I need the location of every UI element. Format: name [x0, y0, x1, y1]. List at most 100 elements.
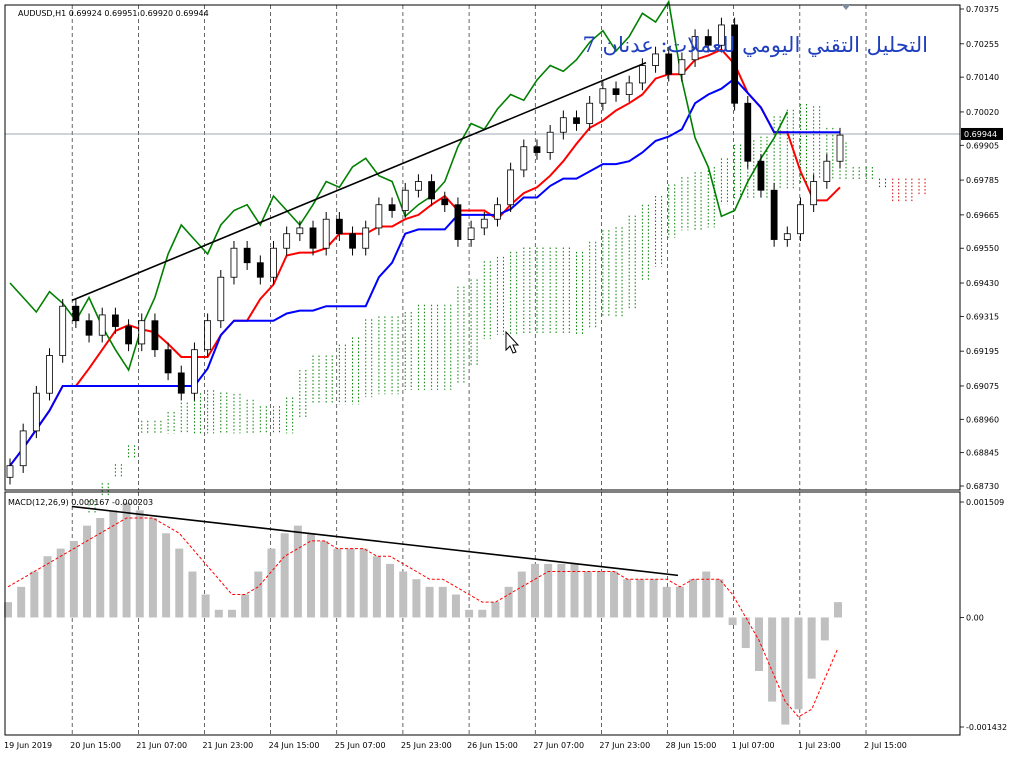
macd-histogram-bar — [438, 586, 447, 618]
macd-histogram-bar — [425, 586, 434, 618]
ichimoku-cloud — [88, 103, 926, 514]
candle-body — [243, 247, 251, 264]
candle-body — [283, 233, 291, 249]
macd-histogram-bar — [649, 579, 658, 618]
chart-shift-marker-icon[interactable] — [841, 4, 851, 10]
candle-body — [770, 189, 778, 240]
candle-body — [678, 59, 686, 75]
y-tick-label: 0.69550 — [966, 244, 999, 253]
x-tick-label: 21 Jun 23:00 — [202, 741, 253, 750]
macd-histogram-bar — [293, 525, 302, 618]
macd-histogram-bar — [610, 571, 619, 618]
candle-body — [230, 247, 238, 278]
x-tick-label: 27 Jun 07:00 — [533, 741, 584, 750]
current-price-box — [961, 127, 1003, 140]
macd-histogram-bar — [69, 540, 78, 618]
candle-body — [177, 372, 185, 394]
candle-body — [6, 465, 14, 478]
macd-histogram-bar — [280, 533, 289, 618]
y-tick-label: 0.68730 — [966, 482, 999, 491]
candle-body — [718, 24, 725, 46]
candle-body — [322, 218, 330, 249]
macd-histogram-bar — [794, 617, 803, 710]
macd-histogram-bar — [451, 594, 460, 618]
candle-body — [507, 169, 515, 206]
candle-body — [454, 204, 462, 240]
price-trendline — [71, 61, 647, 302]
macd-histogram-bar — [689, 579, 698, 618]
candle-body — [362, 227, 370, 249]
candle-body — [441, 198, 449, 206]
macd-histogram-bar — [491, 602, 500, 618]
macd-histogram-bar — [412, 579, 421, 618]
arabic-annotation: التحليل التقني اليومي للعملات: عدنان 7 — [583, 33, 929, 58]
y-tick-label: 0.69195 — [966, 347, 999, 356]
macd-histogram-bar — [544, 563, 553, 618]
y-tick-label: 0.69430 — [966, 279, 999, 288]
macd-trendline — [71, 505, 679, 577]
candle-body — [349, 233, 356, 249]
macd-panel — [4, 502, 842, 725]
y-tick-label: 0.69905 — [966, 141, 999, 150]
candle-body — [388, 204, 396, 211]
candle-body — [467, 227, 475, 240]
macd-histogram-bar — [333, 548, 342, 618]
candle-body — [559, 117, 567, 133]
y-tick-label: 0.69075 — [966, 382, 999, 391]
macd-histogram-bar — [43, 556, 52, 618]
macd-info: MACD(12,26,9) 0.000167 -0.000203 — [8, 498, 153, 507]
candle-body — [401, 189, 409, 211]
macd-histogram-bar — [557, 563, 566, 618]
candle-body — [309, 227, 317, 249]
candle-body — [494, 204, 501, 220]
macd-histogram-bar — [254, 571, 263, 618]
macd-histogram-bar — [834, 602, 842, 618]
macd-histogram-bar — [372, 556, 381, 618]
candle-body — [138, 320, 146, 345]
macd-histogram-bar — [741, 617, 750, 649]
macd-histogram-bar — [478, 609, 487, 618]
x-tick-label: 25 Jun 07:00 — [335, 741, 386, 750]
y-tick-label: 0.70020 — [966, 108, 999, 117]
macd-histogram-bar — [465, 609, 474, 618]
macd-histogram-bar — [346, 548, 355, 618]
macd-histogram-bar — [636, 579, 645, 618]
macd-histogram-bar — [267, 548, 276, 618]
macd-histogram-bar — [175, 548, 184, 618]
macd-histogram-bar — [820, 617, 829, 641]
y-tick-label: 0.68960 — [966, 415, 999, 424]
tenkan-sen-line — [9, 48, 841, 467]
macd-histogram-bar — [214, 609, 223, 618]
candle-body — [546, 131, 554, 153]
macd-histogram-bar — [570, 563, 579, 618]
macd-histogram-bar — [596, 571, 605, 618]
axis-ticks: 19 Jun 2019 20 Jun 15:00 21 Jun 07:00 21 Ju… — [4, 5, 1007, 750]
macd-histogram-bar — [399, 571, 408, 618]
macd-histogram-bar — [122, 502, 131, 618]
candle-body — [810, 181, 818, 206]
candle-body — [375, 204, 383, 229]
candle-body — [638, 65, 646, 84]
candle-body — [270, 247, 277, 278]
macd-y-tick-label: 0.001509 — [966, 498, 1004, 507]
x-tick-label: 1 Jul 23:00 — [798, 741, 841, 750]
y-tick-label: 0.70375 — [966, 5, 999, 14]
candle-body — [19, 430, 27, 467]
candle-body — [744, 102, 752, 162]
macd-histogram-bar — [30, 571, 39, 618]
candle-body — [573, 117, 580, 124]
y-tick-label: 0.68845 — [966, 449, 999, 458]
macd-histogram-bar — [162, 533, 171, 618]
macd-histogram-bar — [715, 579, 724, 618]
candle-body — [625, 82, 633, 95]
y-tick-label: 0.69665 — [966, 211, 999, 220]
macd-y-tick-label: 0.00 — [966, 613, 984, 622]
mouse-cursor-icon — [505, 330, 520, 354]
candle-body — [72, 305, 80, 322]
kijun-sen-line — [9, 77, 840, 467]
macd-histogram-bar — [530, 563, 539, 618]
candle-body — [85, 320, 93, 336]
candle-body — [520, 146, 528, 171]
